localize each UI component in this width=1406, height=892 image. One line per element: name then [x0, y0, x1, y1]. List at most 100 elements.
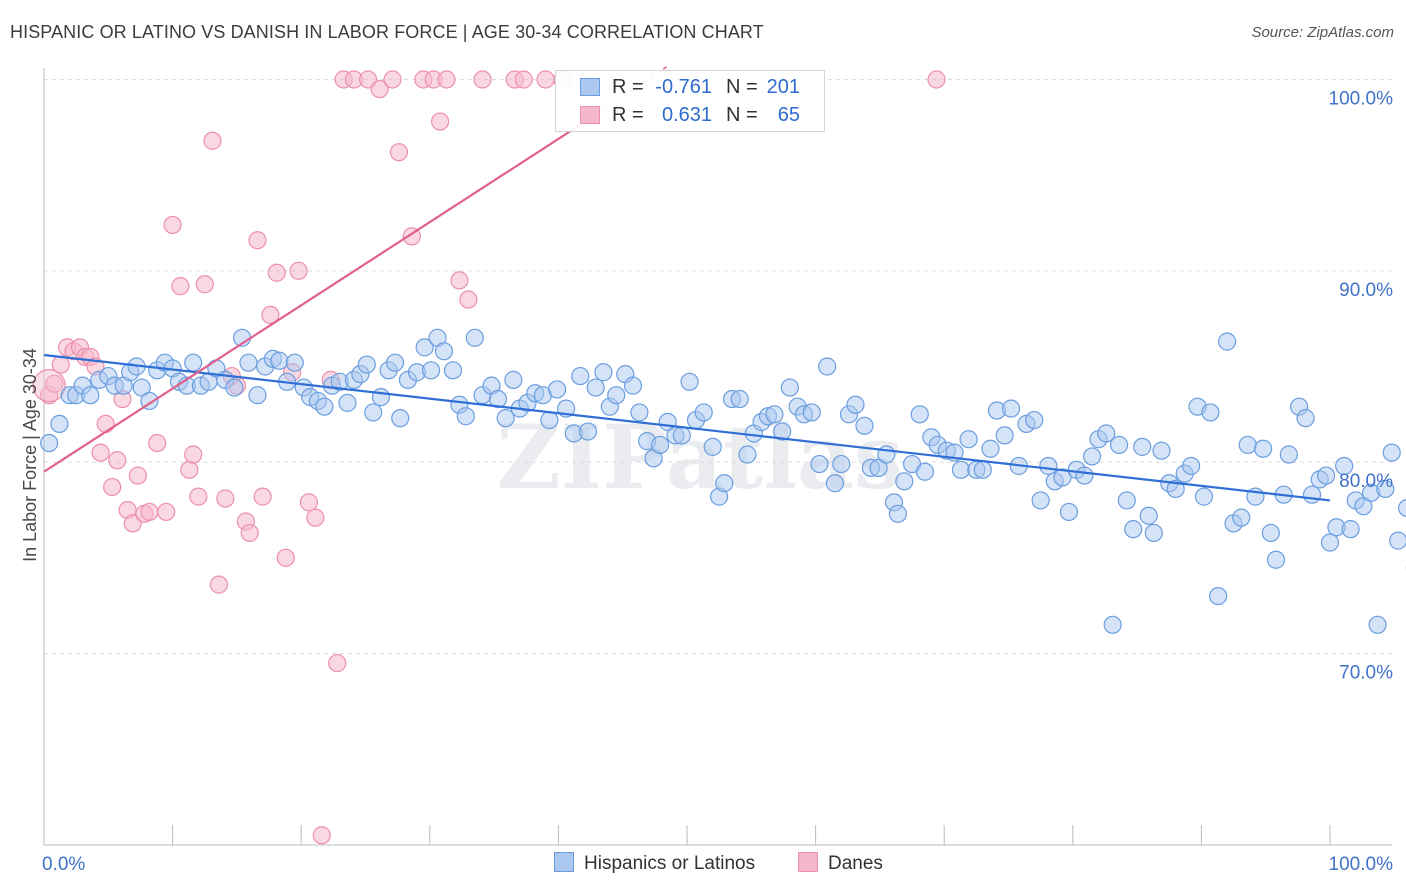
source-label: Source: ZipAtlas.com: [1251, 24, 1394, 41]
hispanic-point: [338, 393, 357, 412]
y-tick-label: 70.0%: [1339, 663, 1393, 684]
hispanic-point: [1296, 409, 1315, 428]
danes-point: [163, 215, 182, 235]
hispanic-point: [391, 409, 410, 428]
hispanic-point: [1039, 456, 1058, 476]
axes: [43, 68, 1392, 846]
correlation-legend: R = -0.761 N = 201 R = 0.631 N = 65: [555, 70, 825, 132]
danes-point: [383, 70, 402, 89]
hispanic-point: [385, 353, 405, 372]
hispanic-point: [50, 414, 69, 433]
danes-point: [184, 445, 203, 464]
hispanic-point: [1320, 533, 1340, 552]
legend-n-value: 201: [766, 76, 800, 98]
hispanic-point: [315, 397, 334, 416]
hispanic-point: [694, 403, 713, 422]
legend-n-label: N =: [726, 104, 758, 126]
legend-r-value: -0.761: [655, 76, 712, 98]
danes-point: [189, 487, 208, 506]
danes-point: [180, 460, 199, 479]
hispanic-point: [1238, 435, 1257, 455]
hispanic-point: [488, 389, 508, 409]
hispanic-point: [738, 445, 757, 464]
hispanic-point: [40, 433, 59, 453]
x-tick-labels: 0.0% 100.0%: [42, 854, 1393, 875]
hispanic-point: [623, 376, 643, 395]
hispanic-point: [1053, 468, 1072, 487]
hispanic-point: [1031, 491, 1050, 510]
danes-point: [195, 275, 214, 294]
hispanic-point: [1368, 615, 1387, 634]
danes-point: [140, 502, 159, 522]
hispanic-point: [504, 370, 523, 389]
hispanic-point: [1254, 439, 1273, 458]
danes-point: [299, 493, 319, 512]
hispanic-point: [456, 407, 475, 426]
danes-trend-line: [43, 113, 598, 473]
hispanic-point: [1317, 466, 1336, 485]
danes-point: [253, 487, 272, 506]
danes-point: [203, 131, 222, 150]
hispanic-point: [1194, 487, 1214, 506]
danes-point: [171, 277, 190, 296]
hispanic-point: [1001, 399, 1021, 418]
y-axis-label: In Labor Force | Age 30-34: [20, 348, 40, 562]
hispanic-point: [1341, 520, 1360, 539]
hispanic-point: [730, 389, 749, 409]
hispanic-point: [802, 403, 821, 422]
legend-label-danes: Danes: [828, 853, 883, 874]
danes-point: [514, 70, 533, 89]
legend-swatch-pink: [580, 106, 600, 124]
hispanic-point: [981, 439, 1000, 458]
hispanic-point: [1109, 435, 1129, 455]
danes-point: [328, 653, 347, 673]
danes-point: [437, 70, 456, 89]
hispanic-point: [888, 504, 908, 523]
danes-point: [927, 70, 946, 89]
hispanic-point: [1398, 499, 1406, 518]
hispanic-point: [1059, 502, 1079, 522]
hispanic-point: [1389, 531, 1406, 550]
danes-point: [157, 502, 176, 522]
legend-swatch-blue: [554, 852, 574, 872]
hispanic-point: [1097, 424, 1116, 443]
hispanic-point: [1082, 447, 1102, 466]
hispanic-point: [915, 462, 935, 481]
hispanic-point: [594, 363, 613, 382]
hispanic-point: [607, 386, 626, 405]
hispanic-point: [1166, 479, 1185, 499]
hispanic-point: [1182, 456, 1201, 476]
legend-item-danes: Danes: [798, 852, 883, 875]
hispanic-point: [832, 454, 851, 474]
legend-n-label: N =: [726, 76, 758, 98]
legend-r-value: 0.631: [661, 104, 712, 126]
hispanic-point: [1232, 508, 1251, 527]
danes-point: [128, 466, 147, 485]
hispanic-point: [810, 454, 829, 474]
danes-point: [45, 374, 64, 393]
hispanic-point: [225, 378, 244, 397]
x-tick-label: 100.0%: [1329, 854, 1394, 875]
hispanic-trend-line: [43, 353, 1331, 502]
hispanic-point: [910, 405, 929, 424]
danes-point: [267, 263, 286, 282]
hispanic-point: [869, 458, 888, 478]
hispanic-points: [40, 328, 1406, 634]
hispanic-point: [421, 361, 441, 380]
danes-point: [536, 70, 555, 89]
danes-point: [148, 433, 167, 453]
hispanic-point: [496, 409, 515, 428]
legend-row-danes: R = 0.631 N = 65: [556, 102, 824, 130]
danes-point: [389, 143, 409, 162]
danes-point: [289, 261, 308, 280]
hispanic-point: [825, 474, 844, 493]
legend-swatch-blue: [580, 78, 600, 96]
hispanic-point: [650, 435, 670, 455]
hispanic-point: [415, 338, 434, 357]
legend-row-hispanic: R = -0.761 N = 201: [556, 74, 824, 102]
hispanic-point: [973, 460, 992, 479]
hispanic-point: [995, 426, 1014, 445]
hispanic-point: [1209, 586, 1228, 606]
hispanic-point: [132, 378, 151, 397]
